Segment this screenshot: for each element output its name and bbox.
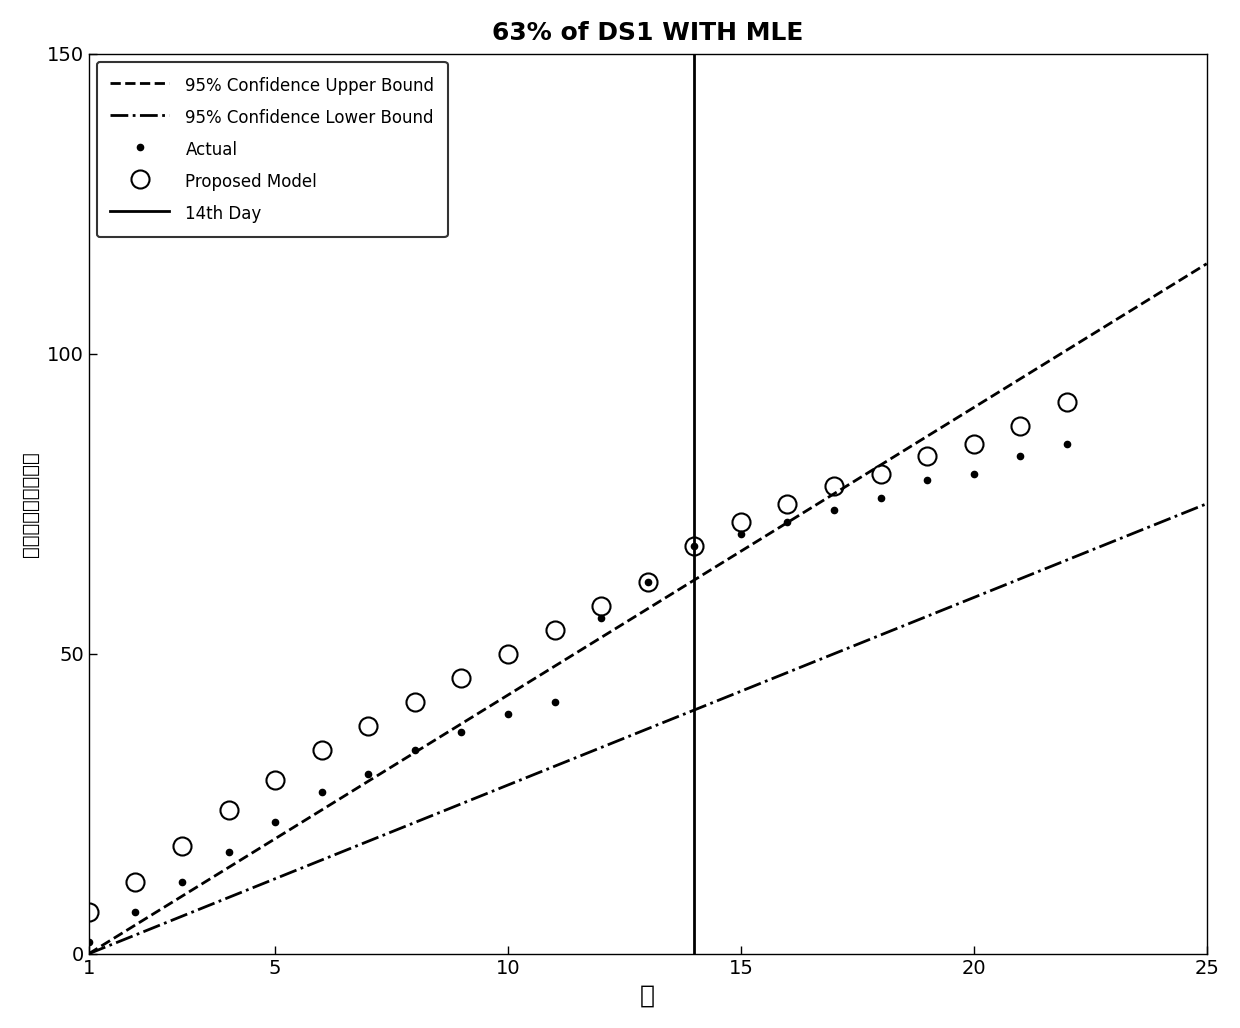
Actual xyxy=(454,726,469,738)
Actual xyxy=(408,743,423,756)
Actual xyxy=(221,846,236,858)
Y-axis label: 累计检测故障的数量: 累计检测故障的数量 xyxy=(21,451,40,556)
Actual xyxy=(361,768,376,780)
Actual xyxy=(1059,438,1074,450)
Actual xyxy=(314,785,329,798)
Proposed Model xyxy=(780,498,795,510)
Actual xyxy=(175,876,190,888)
Proposed Model xyxy=(966,438,981,450)
Actual xyxy=(734,527,749,540)
Proposed Model xyxy=(361,720,376,732)
Proposed Model xyxy=(314,743,329,756)
Proposed Model xyxy=(175,840,190,852)
Actual xyxy=(966,468,981,480)
Proposed Model xyxy=(594,599,609,612)
Legend: 95% Confidence Upper Bound, 95% Confidence Lower Bound, Actual, Proposed Model, : 95% Confidence Upper Bound, 95% Confiden… xyxy=(97,62,448,237)
Proposed Model xyxy=(1013,419,1028,432)
Proposed Model xyxy=(687,540,702,552)
Title: 63% of DS1 WITH MLE: 63% of DS1 WITH MLE xyxy=(492,21,804,45)
Proposed Model xyxy=(827,480,842,492)
Actual xyxy=(780,516,795,528)
Actual xyxy=(82,935,97,948)
Proposed Model xyxy=(547,624,562,636)
Actual xyxy=(501,707,516,720)
Line: Actual: Actual xyxy=(83,438,1074,948)
Actual xyxy=(873,491,888,504)
Proposed Model xyxy=(920,449,935,462)
Actual xyxy=(547,696,562,708)
Actual xyxy=(640,576,655,588)
Proposed Model xyxy=(501,648,516,660)
Proposed Model xyxy=(734,516,749,528)
Actual xyxy=(687,540,702,552)
X-axis label: 天: 天 xyxy=(640,983,655,1007)
Proposed Model xyxy=(221,804,236,816)
Line: Proposed Model: Proposed Model xyxy=(79,393,1076,921)
14th Day xyxy=(687,948,702,960)
Proposed Model xyxy=(268,774,283,786)
Proposed Model xyxy=(640,576,655,588)
Actual xyxy=(594,612,609,624)
Proposed Model xyxy=(454,671,469,684)
Proposed Model xyxy=(873,468,888,480)
Actual xyxy=(827,504,842,516)
Proposed Model xyxy=(1059,396,1074,408)
14th Day xyxy=(687,942,702,954)
Actual xyxy=(920,474,935,486)
Actual xyxy=(1013,449,1028,462)
Proposed Model xyxy=(128,876,143,888)
Proposed Model xyxy=(408,696,423,708)
Proposed Model xyxy=(82,906,97,918)
Actual xyxy=(128,906,143,918)
Actual xyxy=(268,815,283,828)
